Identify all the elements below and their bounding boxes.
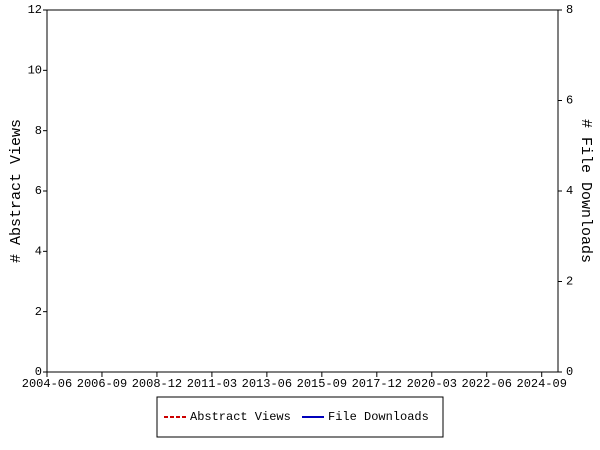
y-axis-label: # Abstract Views <box>8 119 25 263</box>
y2-tick-label: 6 <box>566 94 573 108</box>
y-tick-label: 4 <box>35 245 42 259</box>
x-tick-label: 2013-06 <box>242 377 292 391</box>
x-tick-label: 2006-09 <box>77 377 127 391</box>
y2-tick-label: 2 <box>566 275 573 289</box>
y2-axis-label: # File Downloads <box>577 119 594 263</box>
x-tick-label: 2017-12 <box>352 377 402 391</box>
y-tick-label: 0 <box>35 365 42 379</box>
y-tick-label: 6 <box>35 184 42 198</box>
y-tick-label: 8 <box>35 124 42 138</box>
x-tick-label: 2024-09 <box>517 377 567 391</box>
y2-tick-label: 0 <box>566 365 573 379</box>
y-tick-label: 12 <box>28 3 42 17</box>
x-tick-label: 2011-03 <box>187 377 237 391</box>
y2-tick-label: 8 <box>566 3 573 17</box>
y-tick-label: 10 <box>28 64 42 78</box>
legend-label: File Downloads <box>328 410 429 424</box>
x-tick-label: 2015-09 <box>297 377 347 391</box>
y-tick-label: 2 <box>35 305 42 319</box>
x-tick-label: 2008-12 <box>132 377 182 391</box>
x-tick-label: 2020-03 <box>407 377 457 391</box>
legend-box <box>156 396 444 438</box>
y2-tick-label: 4 <box>566 184 573 198</box>
x-tick-label: 2022-06 <box>462 377 512 391</box>
legend-label: Abstract Views <box>190 410 291 424</box>
x-tick-label: 2004-06 <box>22 377 72 391</box>
